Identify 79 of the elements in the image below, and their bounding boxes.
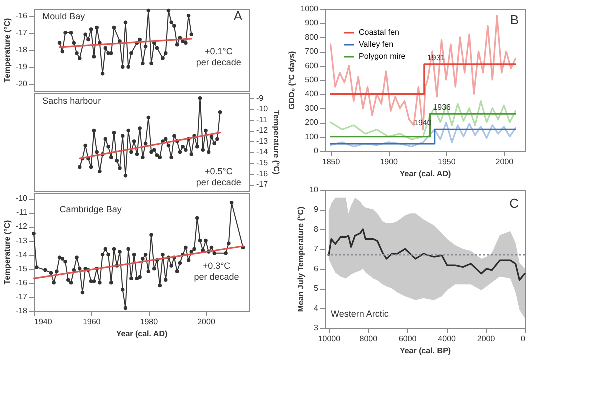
- y-tick-label: 7: [314, 244, 320, 254]
- y-axis-title: GDD₀ (°C days): [288, 50, 297, 110]
- x-axis-title: Year (cal. AD): [116, 330, 168, 338]
- x-tick-label: 1980: [140, 318, 159, 326]
- annotation: B: [510, 12, 519, 28]
- y-tick-label: 1000: [300, 4, 320, 14]
- x-tick-label: 0: [521, 334, 526, 344]
- annotation: Mould Bay: [42, 11, 86, 22]
- annotation: 1931: [427, 53, 446, 62]
- y-axis-title: Temperature (°C): [2, 220, 12, 285]
- y-tick-label: 10: [310, 186, 320, 194]
- annotation: 1936: [433, 103, 452, 112]
- y2-tick-label: -17: [256, 180, 269, 190]
- y-tick-label: -18: [16, 46, 28, 54]
- y-tick-label: -16: [16, 278, 28, 288]
- annotation: +0.3°C per decade: [194, 261, 240, 282]
- y-tick-label: -17: [16, 28, 28, 38]
- y-tick-label: -11: [16, 208, 28, 218]
- x-tick-label: 2000: [198, 318, 216, 326]
- x-tick-label: 1900: [380, 158, 399, 166]
- y-tick-label: -15: [16, 264, 28, 274]
- y-axis-title: Temperature (°C): [2, 18, 12, 83]
- x-tick-label: 2000: [496, 158, 514, 166]
- annotation: Cambridge Bay: [60, 204, 122, 215]
- y-tick-label: 6: [314, 264, 320, 274]
- x-tick-label: 1960: [82, 318, 102, 326]
- legend-label: Coastal fen: [359, 28, 400, 37]
- y2-tick-label: -11: [256, 115, 268, 124]
- y-tick-label: -16: [16, 11, 28, 20]
- y-tick-label: 900: [305, 18, 320, 28]
- annotation: Western Arctic: [331, 309, 390, 320]
- y-tick-label: 300: [305, 104, 320, 113]
- x-tick-label: 8000: [360, 334, 378, 344]
- x-tick-label: 1940: [34, 318, 53, 326]
- y2-tick-label: -16: [256, 169, 269, 178]
- annotation: +0.1°C per decade: [196, 46, 242, 68]
- y-tick-label: 100: [305, 132, 320, 142]
- y-tick-label: 8: [314, 224, 320, 234]
- annotation: A: [234, 8, 243, 24]
- y-tick-label: 500: [305, 76, 320, 84]
- y-tick-label: 0: [314, 146, 320, 156]
- x-tick-label: 1950: [438, 158, 456, 166]
- y-tick-label: 9: [314, 205, 320, 214]
- y2-tick-label: -15: [256, 158, 269, 168]
- x-axis-title: Year (cal. BP): [400, 346, 452, 356]
- y-tick-label: 5: [314, 284, 320, 294]
- x-tick-label: 1850: [322, 158, 341, 166]
- y-tick-label: 200: [305, 118, 320, 128]
- y-tick-label: -13: [16, 236, 28, 246]
- x-tick-label: 2000: [477, 334, 496, 344]
- annotation: Sachs harbour: [42, 96, 102, 106]
- y2-tick-label: -10: [256, 104, 269, 114]
- y-tick-label: -20: [16, 80, 28, 89]
- y2-tick-label: -13: [256, 136, 269, 146]
- x-axis-title: Year (cal. AD): [400, 170, 452, 178]
- x-tick-label: 10000: [318, 334, 342, 344]
- legend-label: Polygon mire: [359, 52, 406, 61]
- y-tick-label: 700: [305, 47, 320, 56]
- x-tick-label: 6000: [398, 334, 418, 344]
- y-tick-label: -18: [16, 306, 28, 316]
- y-tick-label: -14: [16, 250, 28, 260]
- annotation: +0.5°C per decade: [196, 166, 242, 188]
- y-tick-label: 3: [314, 324, 320, 332]
- y2-tick-label: -12: [256, 126, 269, 136]
- x-tick-label: 4000: [438, 334, 457, 344]
- y-tick-label: -17: [16, 292, 28, 302]
- legend-label: Valley fen: [359, 40, 394, 49]
- y2-tick-label: -9: [256, 94, 264, 103]
- annotation: C: [510, 196, 519, 211]
- y-tick-label: -19: [16, 62, 28, 72]
- y-tick-label: -12: [16, 222, 28, 232]
- y-tick-label: 400: [305, 90, 320, 99]
- y-tick-label: -10: [16, 194, 28, 204]
- y-tick-label: 4: [314, 304, 320, 313]
- y2-tick-label: -14: [256, 148, 269, 157]
- y-tick-label: 600: [305, 61, 320, 70]
- y2-axis-title: Temperature (°C): [272, 110, 282, 176]
- y-axis-title: Mean July Temperature (°C): [296, 206, 306, 312]
- y-tick-label: 800: [305, 32, 320, 42]
